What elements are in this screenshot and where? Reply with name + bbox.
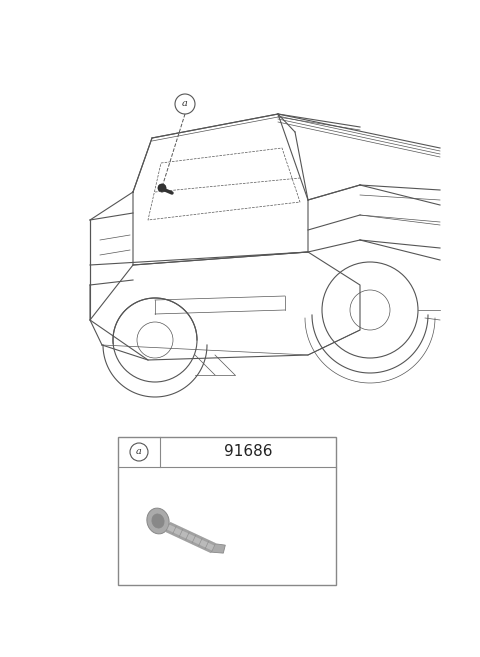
Text: 91686: 91686 [224, 445, 272, 459]
Ellipse shape [152, 514, 164, 528]
Text: a: a [182, 99, 188, 108]
Circle shape [130, 443, 148, 461]
Polygon shape [210, 543, 225, 553]
Circle shape [158, 184, 166, 192]
Text: a: a [136, 447, 142, 457]
Circle shape [175, 94, 195, 114]
Bar [118, 437, 336, 585]
Ellipse shape [147, 508, 169, 534]
